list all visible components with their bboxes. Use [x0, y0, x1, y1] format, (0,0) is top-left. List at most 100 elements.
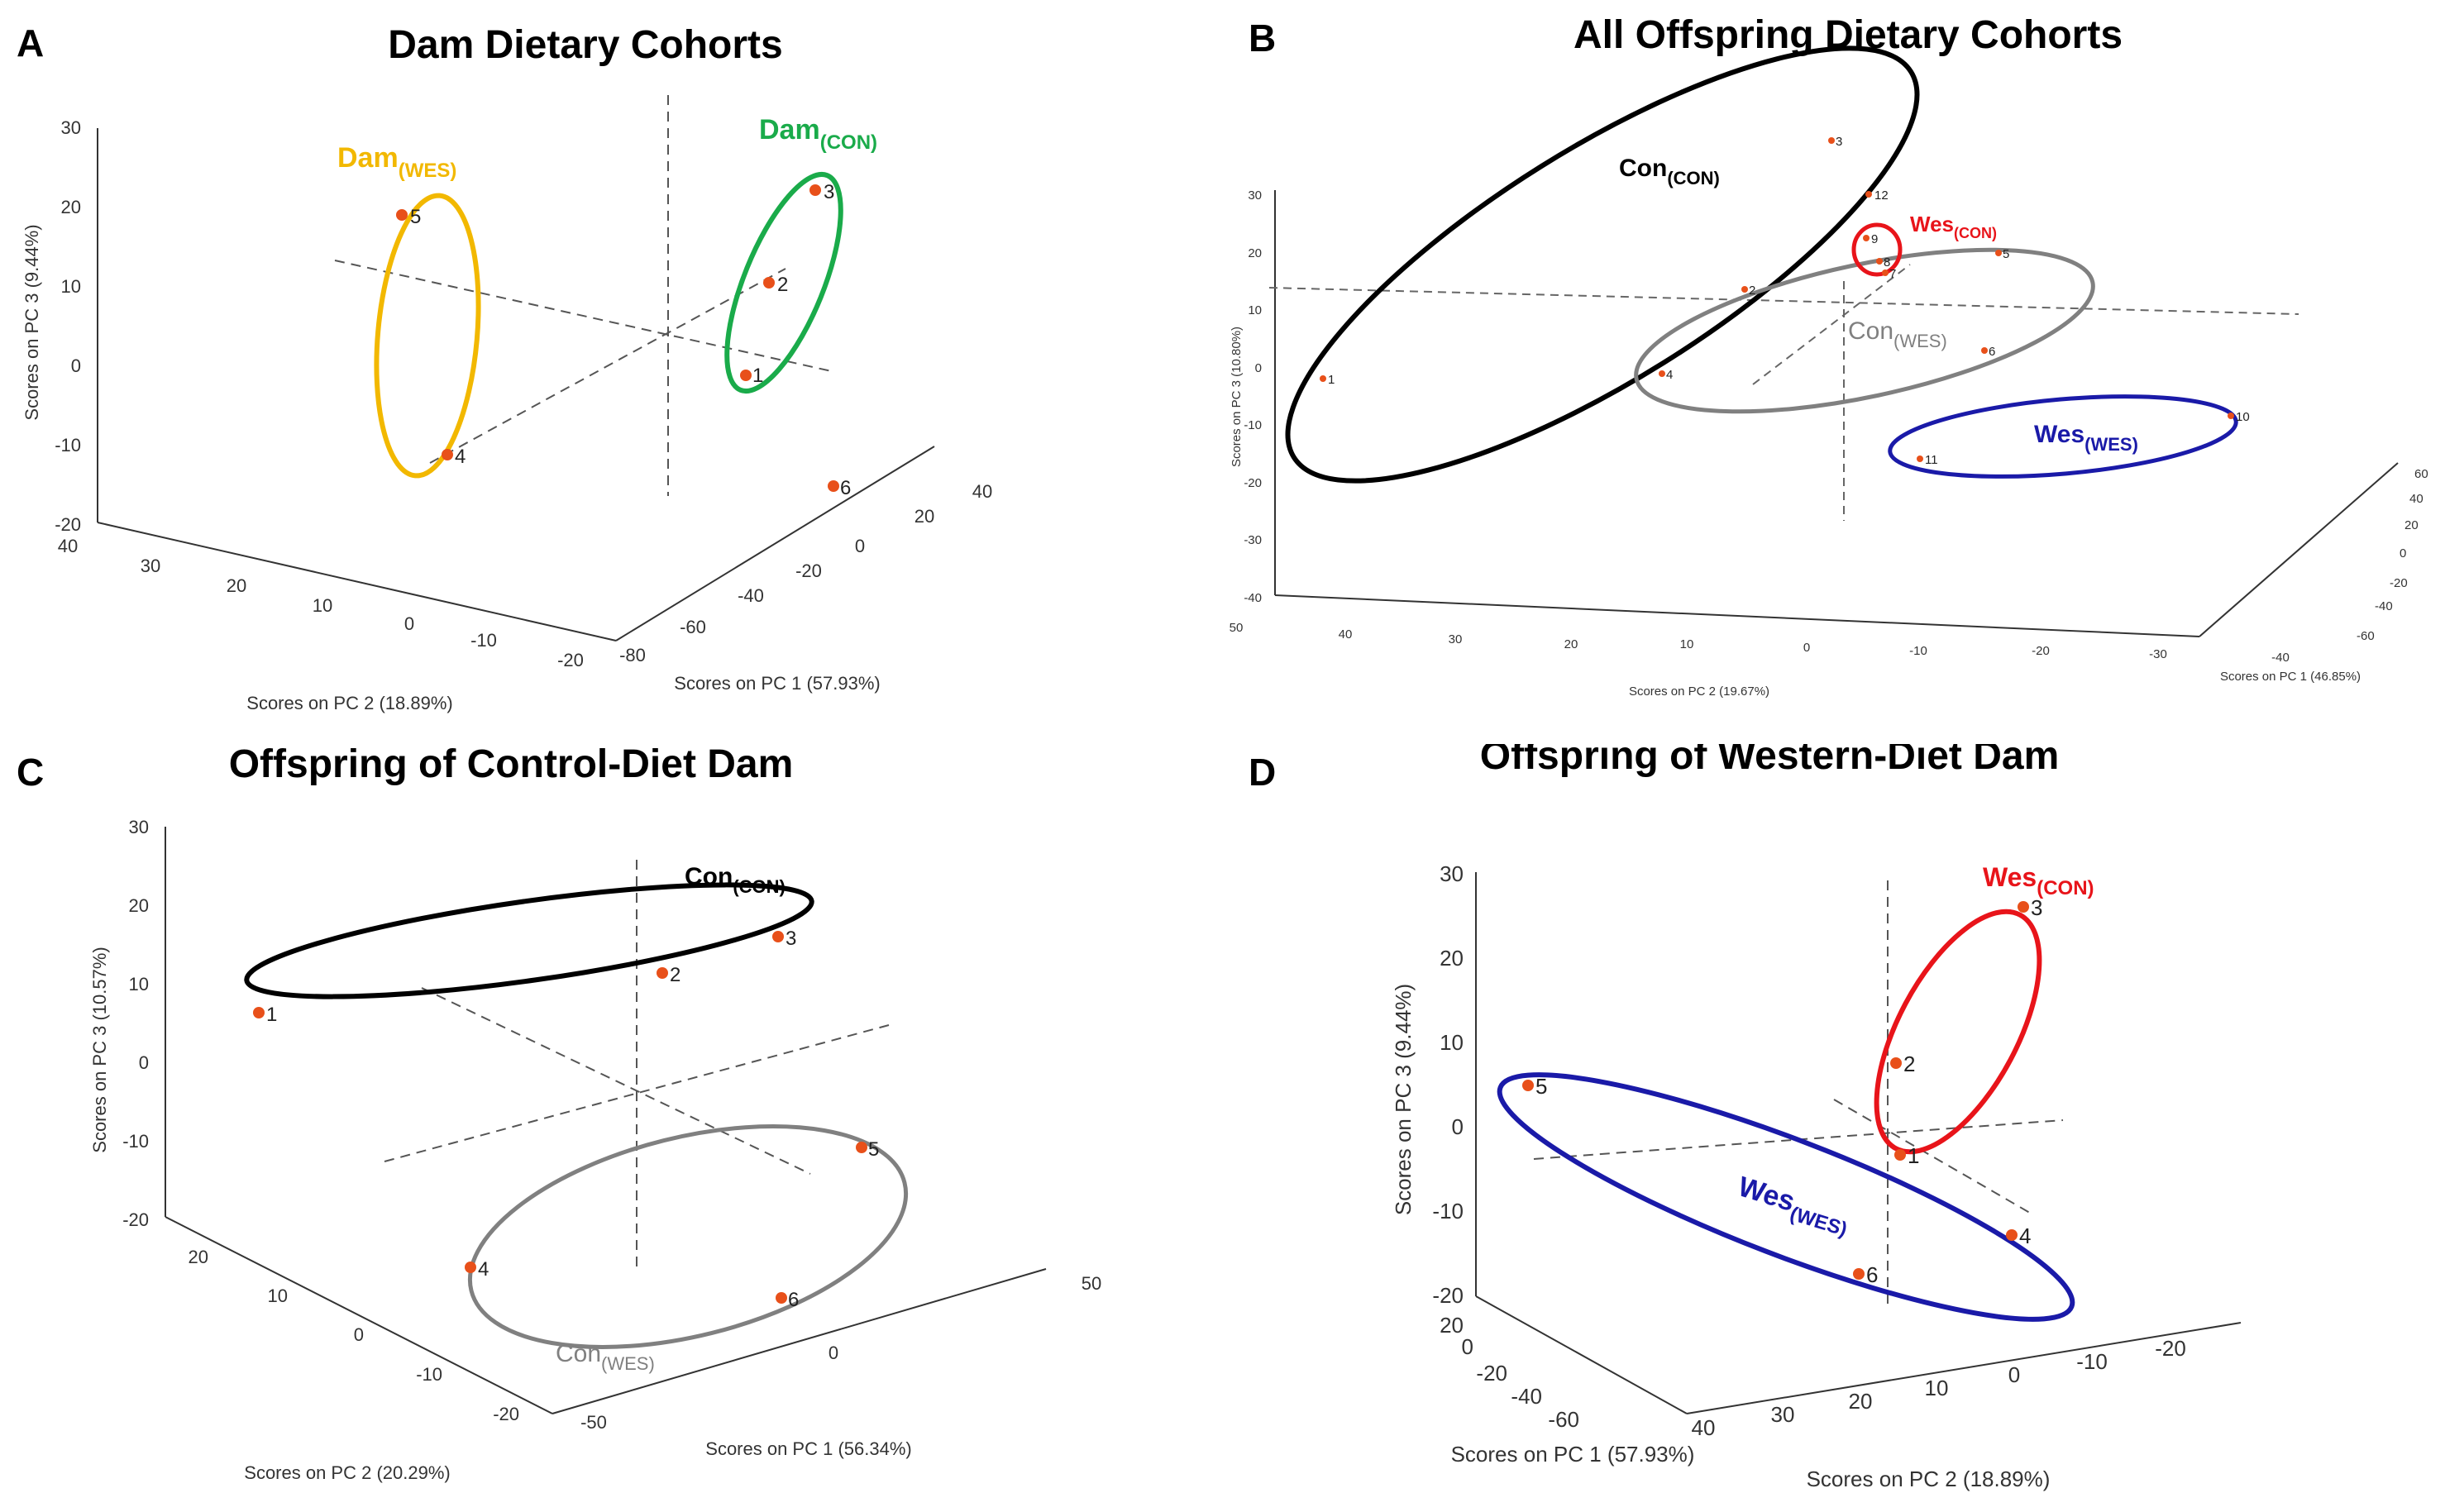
data-points: 1 2 3 5 4 6	[253, 928, 879, 1311]
origin-axes	[1268, 264, 2299, 521]
data-point	[1981, 347, 1988, 354]
x-tick: -20	[1476, 1361, 1507, 1386]
data-point	[1828, 137, 1835, 144]
cluster-ellipse-con-con	[244, 882, 814, 999]
group-label: Dam(CON)	[759, 114, 877, 154]
z-ticks: 30 20 10 0 -10 -20	[122, 817, 149, 1230]
x-axis-label: Scores on PC 2 (20.29%)	[244, 1462, 450, 1483]
point-label: 5	[410, 206, 421, 228]
chart-title: Offspring of Western-Diet Dam	[1480, 744, 2060, 778]
data-point	[253, 1007, 265, 1018]
x-tick: 30	[1449, 632, 1463, 646]
y-tick: -50	[580, 1412, 607, 1433]
origin-axes	[334, 95, 836, 496]
y-tick: -60	[2357, 629, 2375, 643]
data-point	[828, 480, 839, 492]
x-tick: 0	[1803, 641, 1810, 655]
z-tick: 10	[1248, 303, 1262, 317]
y-tick: 60	[2414, 467, 2428, 481]
y-ticks: -50 0 50	[580, 1273, 1101, 1433]
point-label: 2	[1903, 1052, 1915, 1076]
z-axis-label: Scores on PC 3 (10.80%)	[1230, 327, 1244, 467]
cluster-ellipse-con-wes	[1634, 247, 2095, 414]
x-axis-label: Scores on PC 2 (18.89%)	[246, 693, 452, 713]
x-tick: 0	[404, 613, 414, 634]
z-tick: -20	[1244, 476, 1262, 490]
data-point	[1741, 286, 1748, 293]
y-tick: 20	[2404, 518, 2419, 532]
point-label: 4	[2019, 1223, 2031, 1248]
chart-title: Dam Dietary Cohorts	[388, 23, 782, 67]
y-tick: 30	[1771, 1402, 1795, 1427]
point-label: 1	[1908, 1143, 1919, 1168]
z-tick: -40	[1244, 591, 1262, 605]
z-tick: 10	[1440, 1030, 1464, 1055]
data-point	[1882, 269, 1889, 276]
panel-letter: D	[1249, 751, 1276, 794]
point-label: 5	[868, 1138, 879, 1161]
point-label: 7	[1889, 267, 1896, 281]
y-tick: 20	[914, 506, 934, 527]
z-tick: -20	[122, 1209, 149, 1230]
origin-axes	[1533, 880, 2064, 1306]
group-label: Con(WES)	[1848, 317, 1947, 351]
y-ticks: 40 30 20 10 0 -10 -20	[1692, 1336, 2186, 1440]
data-point	[657, 967, 668, 979]
z-tick: 0	[71, 355, 81, 376]
z-tick: -30	[1244, 533, 1262, 547]
group-label: Wes(CON)	[1910, 212, 1997, 241]
panel-letter: B	[1249, 17, 1276, 60]
cluster-ellipse-con-wes	[467, 1123, 909, 1350]
x-tick: 20	[227, 575, 246, 596]
y-tick: 0	[829, 1343, 838, 1363]
y-tick: -80	[619, 645, 646, 665]
x-tick: -40	[2271, 651, 2290, 665]
x-tick: -40	[1511, 1384, 1542, 1409]
x-ticks: 50 40 30 20 10 0 -10 -20 -30 -40	[1230, 621, 2290, 665]
point-label: 6	[788, 1289, 799, 1311]
x-ticks: 20 10 0 -10 -20	[189, 1247, 519, 1424]
point-label: 1	[752, 365, 763, 387]
chart-c: C Offspring of Control-Diet Dam 30 20 10…	[17, 744, 1101, 1483]
x-tick: -10	[416, 1364, 442, 1385]
x-tick: -10	[470, 630, 497, 651]
y-axis-label: Scores on PC 1 (46.85%)	[2220, 670, 2361, 684]
data-point	[1894, 1149, 1906, 1161]
point-label: 10	[2236, 410, 2250, 424]
point-label: 6	[840, 477, 851, 499]
z-tick: -10	[122, 1131, 149, 1152]
cluster-ellipse-con-con	[1285, 45, 1920, 484]
data-point	[772, 931, 784, 942]
data-point	[1876, 258, 1883, 265]
group-label: Con(CON)	[1619, 155, 1720, 188]
axes-frame	[97, 128, 935, 642]
point-label: 5	[1535, 1074, 1547, 1099]
z-tick: -10	[1244, 418, 1262, 432]
data-point	[442, 449, 453, 460]
point-label: 5	[2003, 247, 2009, 261]
z-tick: -20	[55, 514, 81, 535]
data-points: 5 3 2 1 4 6	[396, 181, 851, 499]
x-tick: -20	[557, 650, 584, 670]
data-points: 3 2 1 5 4 6	[1522, 895, 2042, 1287]
data-point	[776, 1292, 787, 1304]
y-tick: 0	[855, 536, 865, 556]
y-tick: 10	[1925, 1376, 1949, 1400]
x-ticks: 40 30 20 10 0 -10 -20	[58, 536, 584, 670]
z-tick: 20	[61, 197, 81, 217]
point-label: 11	[1925, 453, 1938, 467]
z-axis-label: Scores on PC 3 (9.44%)	[21, 224, 42, 420]
data-point	[1917, 456, 1923, 462]
axes-frame	[1475, 872, 2242, 1414]
y-axis-label: Scores on PC 2 (18.89%)	[1807, 1467, 2051, 1491]
panel-d: D Offspring of Western-Diet Dam 30 20 10…	[1224, 744, 2445, 1512]
z-tick: 30	[1248, 188, 1262, 203]
x-tick: -10	[1909, 644, 1927, 658]
x-tick: -60	[1548, 1407, 1579, 1432]
y-axis-label: Scores on PC 1 (57.93%)	[674, 673, 880, 694]
chart-b: B All Offspring Dietary Cohorts 30 20 10…	[1230, 13, 2428, 699]
data-point	[1865, 191, 1872, 198]
point-label: 3	[786, 928, 796, 950]
x-tick: -30	[2149, 647, 2167, 661]
data-point	[763, 277, 775, 289]
